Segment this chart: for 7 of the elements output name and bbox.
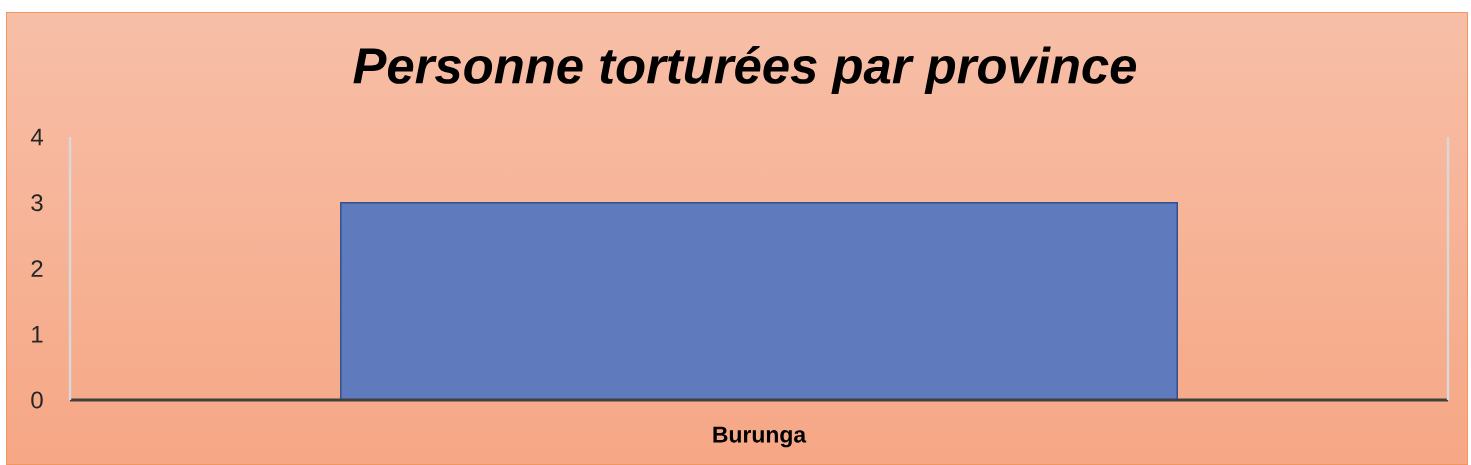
y-tick-label: 1 — [32, 326, 43, 343]
y-tick-label: 0 — [31, 391, 43, 409]
y-tick-label: 3 — [31, 194, 43, 212]
x-tick-label: Burunga — [713, 426, 807, 448]
chart-title: Personne torturées par province — [353, 46, 1137, 94]
y-tick-label: 2 — [31, 260, 43, 277]
y-tick-label: 4 — [30, 128, 43, 146]
